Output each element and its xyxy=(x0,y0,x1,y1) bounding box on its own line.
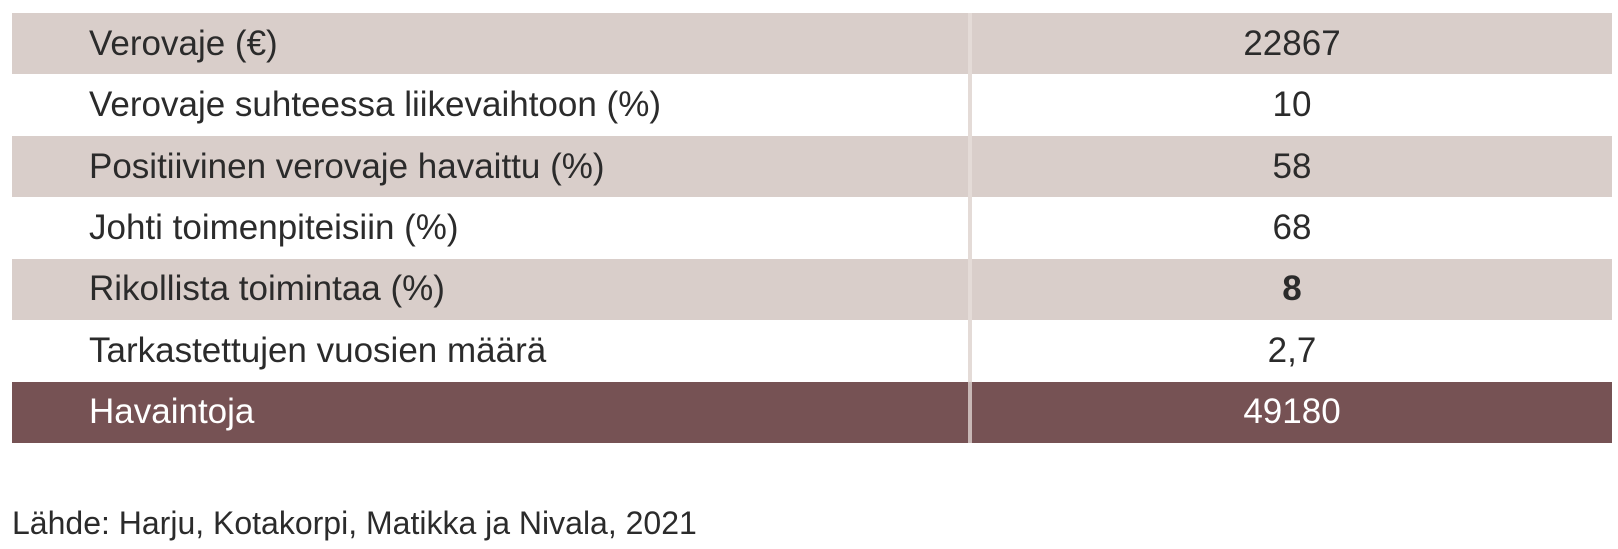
table-row: Verovaje (€) 22867 xyxy=(12,13,1612,75)
row-value: 22867 xyxy=(1243,23,1341,63)
source-note: Lähde: Harju, Kotakorpi, Matikka ja Niva… xyxy=(12,505,697,541)
table-row: Rikollista toimintaa (%) 8 xyxy=(12,258,1612,321)
row-value: 8 xyxy=(1282,269,1302,309)
row-label: Positiivinen verovaje havaittu (%) xyxy=(12,135,972,198)
row-value: 58 xyxy=(1272,146,1312,186)
row-value: 10 xyxy=(1272,85,1312,125)
total-value: 49180 xyxy=(1243,392,1341,432)
total-row: Havaintoja 49180 xyxy=(12,381,1612,443)
row-label: Tarkastettujen vuosien määrä xyxy=(12,320,972,382)
table-row: Verovaje suhteessa liikevaihtoon (%) 10 xyxy=(12,74,1612,136)
table-row: Tarkastettujen vuosien määrä 2,7 xyxy=(12,320,1612,382)
row-label: Verovaje (€) xyxy=(12,13,972,75)
total-label: Havaintoja xyxy=(12,381,972,443)
table-row: Johti toimenpiteisiin (%) 68 xyxy=(12,197,1612,259)
table-row: Positiivinen verovaje havaittu (%) 58 xyxy=(12,135,1612,198)
row-label: Rikollista toimintaa (%) xyxy=(12,258,972,321)
row-label: Verovaje suhteessa liikevaihtoon (%) xyxy=(12,74,972,136)
row-label: Johti toimenpiteisiin (%) xyxy=(12,197,972,259)
row-value: 2,7 xyxy=(1267,330,1317,370)
row-value: 68 xyxy=(1272,207,1312,247)
statistics-table: Verovaje (€) 22867 Verovaje suhteessa li… xyxy=(12,13,1612,443)
